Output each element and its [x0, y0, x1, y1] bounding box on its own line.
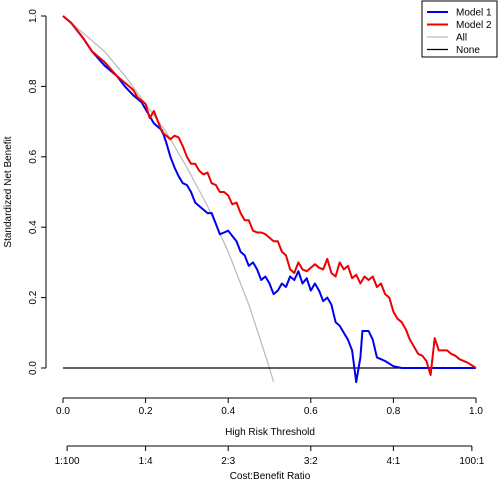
x-tick-label: 0.8 — [386, 406, 400, 417]
x2-tick-label: 1:4 — [139, 456, 153, 467]
cost-benefit-axis: 1:100 1:4 2:3 3:2 4:1 100:1 — [55, 445, 485, 467]
y-tick-label: 1.0 — [28, 9, 39, 23]
y-tick-label: 0.2 — [28, 290, 39, 304]
y-tick-label: 0.6 — [28, 149, 39, 163]
x2-tick-label: 2:3 — [221, 456, 235, 467]
series-line-all — [62, 15, 275, 383]
series-line-model-1 — [62, 15, 476, 384]
x-tick-label: 1.0 — [469, 406, 483, 417]
y-axis-title: Standardized Net Benefit — [3, 136, 14, 247]
x-axis: 0.0 0.2 0.4 0.6 0.8 1.0 — [56, 397, 483, 417]
y-axis: 0.0 0.2 0.4 0.6 0.8 1.0 — [28, 9, 47, 375]
legend-label: All — [456, 33, 467, 44]
x2-tick-label: 4:1 — [386, 456, 400, 467]
legend-label: Model 2 — [456, 20, 492, 31]
legend-box — [421, 0, 498, 58]
x2-axis-title: Cost:Benefit Ratio — [230, 471, 311, 482]
x-axis-title: High Risk Threshold — [225, 427, 315, 438]
y-tick-label: 0.0 — [28, 361, 39, 375]
x2-tick-label: 100:1 — [459, 456, 484, 467]
series-line-model-2 — [62, 15, 477, 376]
legend-label: Model 1 — [456, 8, 492, 19]
x-tick-label: 0.6 — [304, 406, 318, 417]
x2-tick-label: 3:2 — [304, 456, 318, 467]
series-lines — [62, 15, 477, 384]
y-tick-label: 0.8 — [28, 79, 39, 93]
x2-tick-label: 1:100 — [55, 456, 80, 467]
y-tick-label: 0.4 — [28, 220, 39, 234]
x-tick-label: 0.2 — [139, 406, 153, 417]
x-tick-label: 0.0 — [56, 406, 70, 417]
x-tick-label: 0.4 — [221, 406, 235, 417]
legend-label: None — [456, 45, 480, 56]
